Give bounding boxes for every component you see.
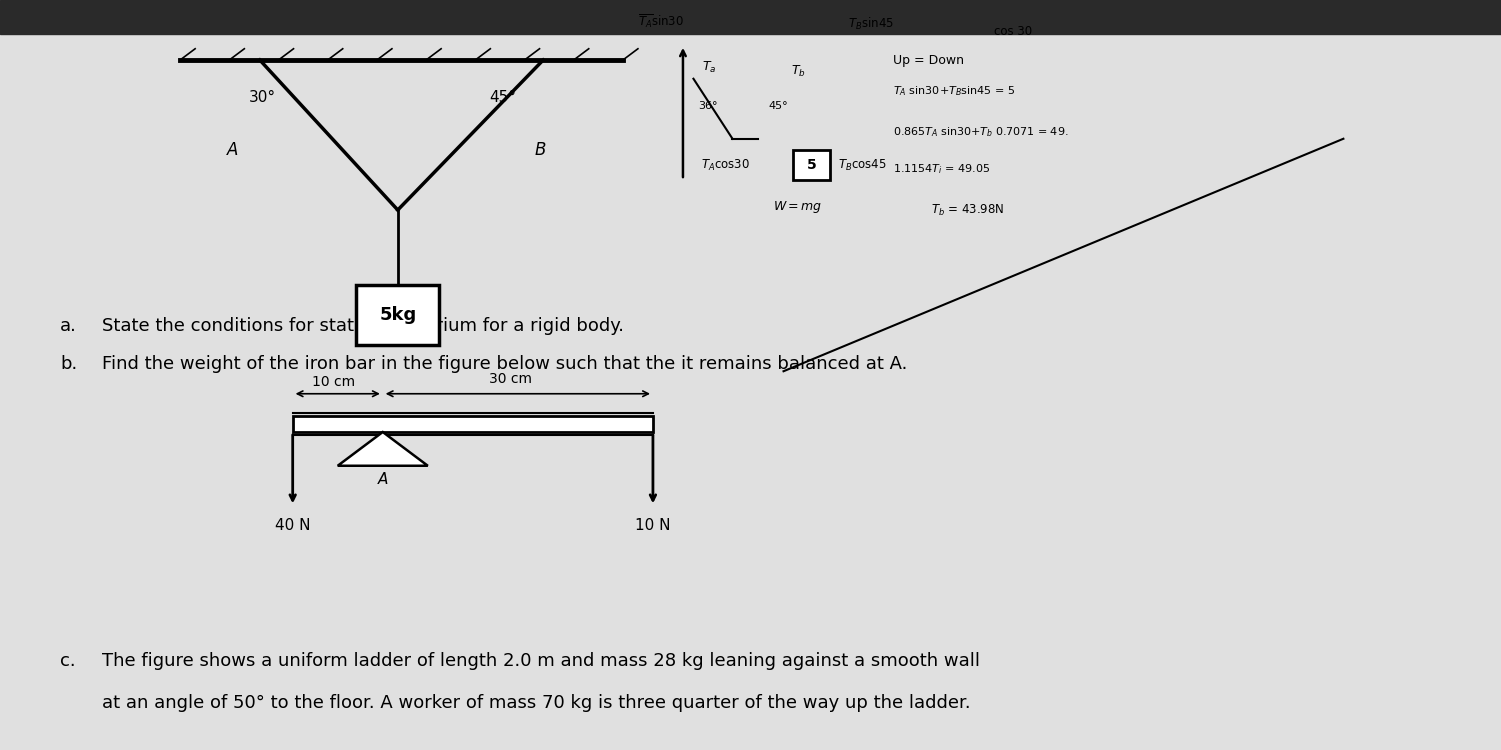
Text: $T_B$cos45: $T_B$cos45 xyxy=(838,158,887,172)
Text: 5: 5 xyxy=(806,158,817,172)
Text: $T_B$sin45: $T_B$sin45 xyxy=(848,16,895,32)
Text: B: B xyxy=(534,141,546,159)
Text: 10 N: 10 N xyxy=(635,518,671,532)
Text: 1.1154$T_i$ = 49.05: 1.1154$T_i$ = 49.05 xyxy=(893,163,991,176)
Text: 40 N: 40 N xyxy=(275,518,311,532)
Text: b.: b. xyxy=(60,355,77,373)
Polygon shape xyxy=(338,432,428,466)
Text: at an angle of 50° to the floor. A worker of mass 70 kg is three quarter of the : at an angle of 50° to the floor. A worke… xyxy=(102,694,971,712)
Text: $T_A$cos30: $T_A$cos30 xyxy=(701,158,750,172)
Bar xyxy=(357,285,440,345)
Text: $T_b$: $T_b$ xyxy=(791,64,806,79)
Text: $T_b$ = 43.98N: $T_b$ = 43.98N xyxy=(931,202,1004,217)
Text: c.: c. xyxy=(60,652,75,670)
Text: A: A xyxy=(378,472,387,488)
Text: $W=mg$: $W=mg$ xyxy=(773,199,823,215)
Bar xyxy=(793,150,830,180)
Text: 0.865$T_A$ sin30+$T_b$ 0.7071 = 49.: 0.865$T_A$ sin30+$T_b$ 0.7071 = 49. xyxy=(893,125,1069,139)
Text: 45°: 45° xyxy=(769,100,788,111)
Text: Up = Down: Up = Down xyxy=(893,54,964,67)
Text: Find the weight of the iron bar in the figure below such that the it remains bal: Find the weight of the iron bar in the f… xyxy=(102,355,908,373)
Bar xyxy=(0,0,1501,34)
Text: 36°: 36° xyxy=(698,100,717,111)
Text: State the conditions for static equilibrium for a rigid body.: State the conditions for static equilibr… xyxy=(102,317,624,335)
Text: $T_A$ sin30+$T_B$sin45 = 5: $T_A$ sin30+$T_B$sin45 = 5 xyxy=(893,84,1015,98)
Text: 30°: 30° xyxy=(249,90,276,105)
Text: a.: a. xyxy=(60,317,77,335)
Text: 10 cm: 10 cm xyxy=(312,376,354,389)
Text: $\overline{T_A}$sin30: $\overline{T_A}$sin30 xyxy=(638,13,684,30)
Text: 45°: 45° xyxy=(489,90,516,105)
Text: 30 cm: 30 cm xyxy=(489,372,531,386)
Text: $T_a$: $T_a$ xyxy=(702,60,717,75)
Text: The figure shows a uniform ladder of length 2.0 m and mass 28 kg leaning against: The figure shows a uniform ladder of len… xyxy=(102,652,980,670)
Text: 5kg: 5kg xyxy=(380,306,416,324)
Text: cos 30: cos 30 xyxy=(994,26,1031,38)
Text: A: A xyxy=(227,141,239,159)
Bar xyxy=(293,416,653,432)
